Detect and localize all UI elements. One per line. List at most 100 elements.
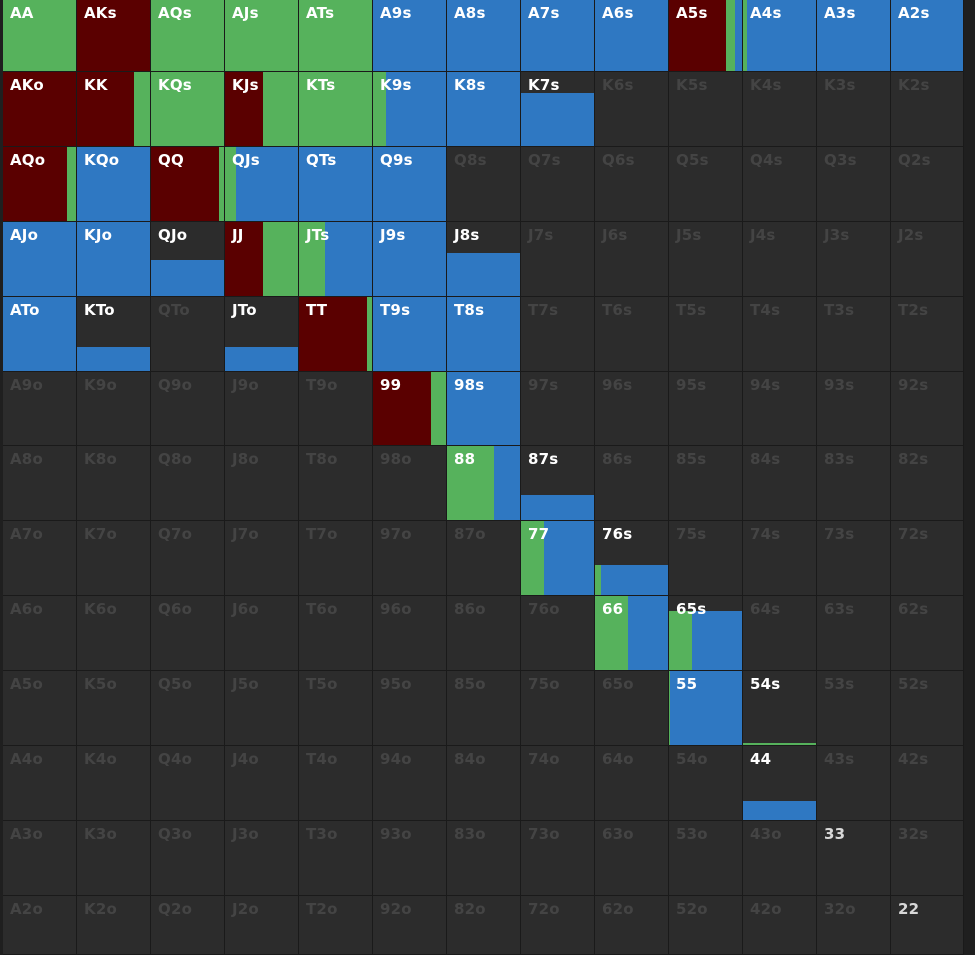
- hand-cell-AJo[interactable]: AJo: [3, 222, 77, 297]
- hand-cell-44[interactable]: 44: [743, 746, 817, 821]
- hand-cell-K2o[interactable]: K2o: [77, 896, 151, 955]
- hand-cell-65s[interactable]: 65s: [669, 596, 743, 671]
- hand-cell-K4s[interactable]: K4s: [743, 72, 817, 147]
- hand-cell-95s[interactable]: 95s: [669, 372, 743, 446]
- hand-cell-A7s[interactable]: A7s: [521, 0, 595, 72]
- hand-cell-JTo[interactable]: JTo: [225, 297, 299, 372]
- hand-cell-63o[interactable]: 63o: [595, 821, 669, 896]
- hand-cell-ATo[interactable]: ATo: [3, 297, 77, 372]
- hand-cell-99[interactable]: 99: [373, 372, 447, 446]
- hand-cell-J3o[interactable]: J3o: [225, 821, 299, 896]
- hand-cell-93s[interactable]: 93s: [817, 372, 891, 446]
- hand-cell-Q8o[interactable]: Q8o: [151, 446, 225, 521]
- hand-cell-KTs[interactable]: KTs: [299, 72, 373, 147]
- hand-cell-K9o[interactable]: K9o: [77, 372, 151, 446]
- hand-cell-QJo[interactable]: QJo: [151, 222, 225, 297]
- hand-cell-T5o[interactable]: T5o: [299, 671, 373, 746]
- hand-cell-94s[interactable]: 94s: [743, 372, 817, 446]
- hand-cell-KTo[interactable]: KTo: [77, 297, 151, 372]
- hand-cell-Q5s[interactable]: Q5s: [669, 147, 743, 222]
- hand-cell-85s[interactable]: 85s: [669, 446, 743, 521]
- hand-cell-T3o[interactable]: T3o: [299, 821, 373, 896]
- hand-cell-T2s[interactable]: T2s: [891, 297, 964, 372]
- hand-cell-J4o[interactable]: J4o: [225, 746, 299, 821]
- hand-cell-KQs[interactable]: KQs: [151, 72, 225, 147]
- hand-cell-KJo[interactable]: KJo: [77, 222, 151, 297]
- hand-cell-A5s[interactable]: A5s: [669, 0, 743, 72]
- hand-cell-96o[interactable]: 96o: [373, 596, 447, 671]
- hand-cell-86s[interactable]: 86s: [595, 446, 669, 521]
- hand-cell-A2s[interactable]: A2s: [891, 0, 964, 72]
- hand-cell-T7s[interactable]: T7s: [521, 297, 595, 372]
- hand-cell-JTs[interactable]: JTs: [299, 222, 373, 297]
- hand-cell-82o[interactable]: 82o: [447, 896, 521, 955]
- hand-cell-54o[interactable]: 54o: [669, 746, 743, 821]
- hand-cell-AJs[interactable]: AJs: [225, 0, 299, 72]
- hand-cell-A7o[interactable]: A7o: [3, 521, 77, 596]
- hand-cell-42s[interactable]: 42s: [891, 746, 964, 821]
- hand-cell-T6o[interactable]: T6o: [299, 596, 373, 671]
- hand-cell-J7o[interactable]: J7o: [225, 521, 299, 596]
- hand-cell-Q9s[interactable]: Q9s: [373, 147, 447, 222]
- hand-cell-T4o[interactable]: T4o: [299, 746, 373, 821]
- hand-cell-65o[interactable]: 65o: [595, 671, 669, 746]
- hand-cell-Q5o[interactable]: Q5o: [151, 671, 225, 746]
- hand-cell-K3o[interactable]: K3o: [77, 821, 151, 896]
- hand-cell-A5o[interactable]: A5o: [3, 671, 77, 746]
- hand-cell-K4o[interactable]: K4o: [77, 746, 151, 821]
- hand-cell-KK[interactable]: KK: [77, 72, 151, 147]
- hand-cell-A8s[interactable]: A8s: [447, 0, 521, 72]
- hand-cell-T5s[interactable]: T5s: [669, 297, 743, 372]
- hand-cell-53s[interactable]: 53s: [817, 671, 891, 746]
- hand-cell-32o[interactable]: 32o: [817, 896, 891, 955]
- hand-cell-77[interactable]: 77: [521, 521, 595, 596]
- hand-cell-85o[interactable]: 85o: [447, 671, 521, 746]
- hand-cell-J8s[interactable]: J8s: [447, 222, 521, 297]
- hand-cell-63s[interactable]: 63s: [817, 596, 891, 671]
- hand-cell-74s[interactable]: 74s: [743, 521, 817, 596]
- hand-cell-A3o[interactable]: A3o: [3, 821, 77, 896]
- hand-cell-55[interactable]: 55: [669, 671, 743, 746]
- hand-cell-Q3o[interactable]: Q3o: [151, 821, 225, 896]
- hand-cell-J5s[interactable]: J5s: [669, 222, 743, 297]
- hand-cell-K8o[interactable]: K8o: [77, 446, 151, 521]
- hand-cell-A4s[interactable]: A4s: [743, 0, 817, 72]
- hand-cell-88[interactable]: 88: [447, 446, 521, 521]
- hand-cell-T6s[interactable]: T6s: [595, 297, 669, 372]
- hand-cell-92o[interactable]: 92o: [373, 896, 447, 955]
- hand-cell-J8o[interactable]: J8o: [225, 446, 299, 521]
- hand-cell-T8s[interactable]: T8s: [447, 297, 521, 372]
- hand-cell-64s[interactable]: 64s: [743, 596, 817, 671]
- hand-cell-52o[interactable]: 52o: [669, 896, 743, 955]
- hand-cell-J7s[interactable]: J7s: [521, 222, 595, 297]
- hand-cell-Q7s[interactable]: Q7s: [521, 147, 595, 222]
- hand-cell-87s[interactable]: 87s: [521, 446, 595, 521]
- hand-cell-73o[interactable]: 73o: [521, 821, 595, 896]
- hand-cell-92s[interactable]: 92s: [891, 372, 964, 446]
- hand-cell-72s[interactable]: 72s: [891, 521, 964, 596]
- hand-cell-T8o[interactable]: T8o: [299, 446, 373, 521]
- hand-cell-95o[interactable]: 95o: [373, 671, 447, 746]
- hand-cell-42o[interactable]: 42o: [743, 896, 817, 955]
- hand-cell-AQo[interactable]: AQo: [3, 147, 77, 222]
- hand-cell-A9s[interactable]: A9s: [373, 0, 447, 72]
- hand-cell-J4s[interactable]: J4s: [743, 222, 817, 297]
- hand-cell-K6s[interactable]: K6s: [595, 72, 669, 147]
- hand-cell-TT[interactable]: TT: [299, 297, 373, 372]
- hand-cell-97s[interactable]: 97s: [521, 372, 595, 446]
- hand-cell-98s[interactable]: 98s: [447, 372, 521, 446]
- hand-cell-K7s[interactable]: K7s: [521, 72, 595, 147]
- hand-cell-53o[interactable]: 53o: [669, 821, 743, 896]
- hand-cell-83s[interactable]: 83s: [817, 446, 891, 521]
- hand-cell-J5o[interactable]: J5o: [225, 671, 299, 746]
- hand-cell-K5o[interactable]: K5o: [77, 671, 151, 746]
- hand-cell-98o[interactable]: 98o: [373, 446, 447, 521]
- hand-cell-T3s[interactable]: T3s: [817, 297, 891, 372]
- hand-cell-KQo[interactable]: KQo: [77, 147, 151, 222]
- hand-cell-Q3s[interactable]: Q3s: [817, 147, 891, 222]
- hand-cell-32s[interactable]: 32s: [891, 821, 964, 896]
- hand-cell-62o[interactable]: 62o: [595, 896, 669, 955]
- hand-cell-T2o[interactable]: T2o: [299, 896, 373, 955]
- hand-cell-T9s[interactable]: T9s: [373, 297, 447, 372]
- hand-cell-A9o[interactable]: A9o: [3, 372, 77, 446]
